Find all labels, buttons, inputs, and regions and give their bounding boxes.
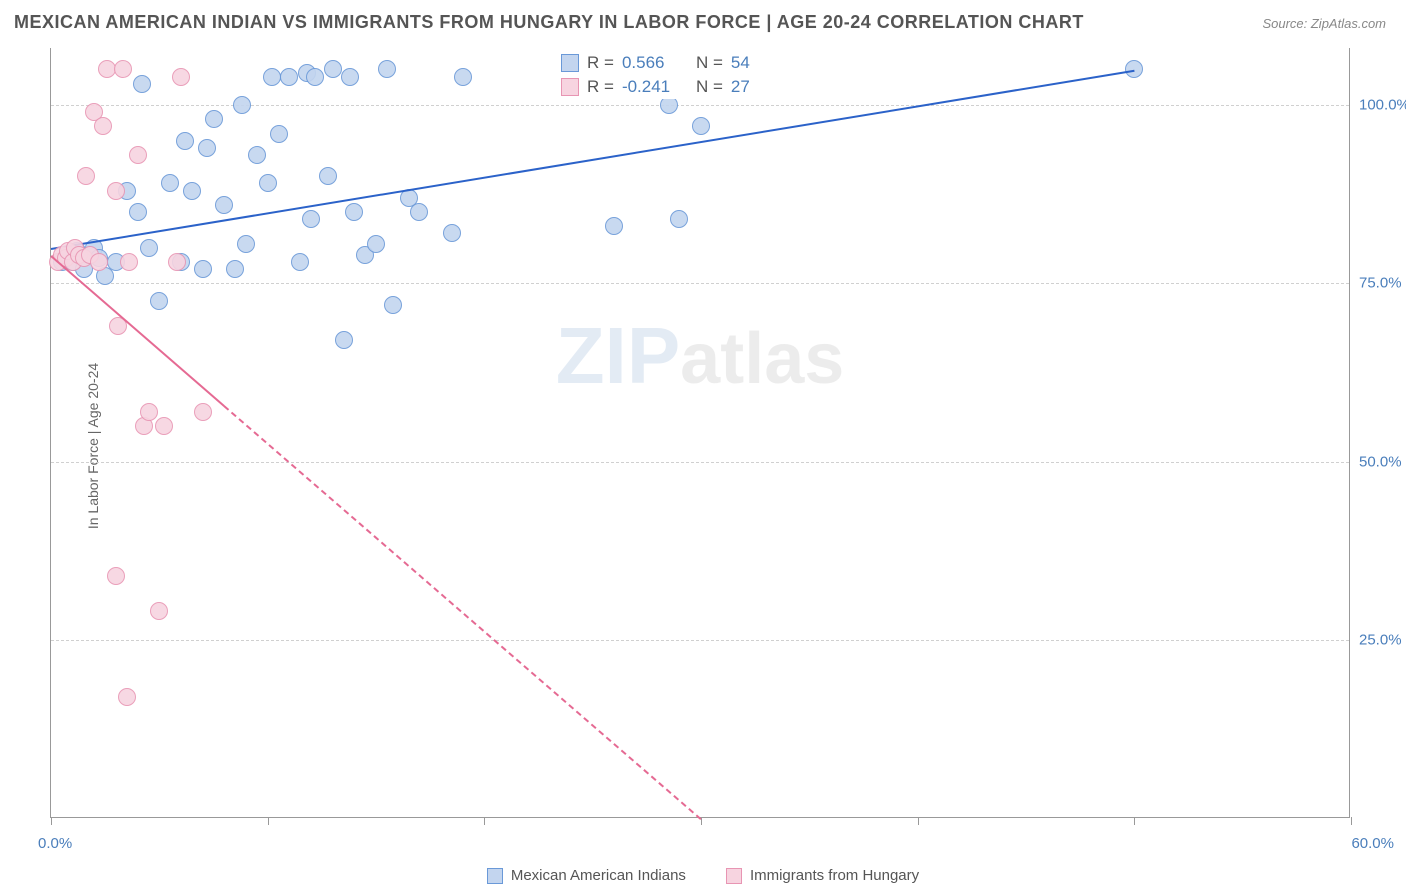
data-point <box>215 196 233 214</box>
watermark-prefix: ZIP <box>556 311 680 400</box>
data-point <box>107 182 125 200</box>
x-axis-max-label: 60.0% <box>1351 835 1394 852</box>
data-point <box>118 688 136 706</box>
legend-correlation-row: R = 0.566 N = 54 <box>561 51 750 75</box>
data-point <box>140 403 158 421</box>
data-point <box>168 253 186 271</box>
data-point <box>443 224 461 242</box>
legend-correlation-row: R = -0.241 N = 27 <box>561 75 750 99</box>
legend-series-label: Immigrants from Hungary <box>750 867 919 884</box>
n-value: 54 <box>731 53 750 73</box>
x-tick <box>918 817 919 825</box>
data-point <box>259 174 277 192</box>
data-point <box>233 96 251 114</box>
chart-container: MEXICAN AMERICAN INDIAN VS IMMIGRANTS FR… <box>0 0 1406 892</box>
data-point <box>155 417 173 435</box>
data-point <box>120 253 138 271</box>
legend-series-item: Mexican American Indians <box>487 867 686 884</box>
data-point <box>129 203 147 221</box>
data-point <box>341 68 359 86</box>
data-point <box>378 60 396 78</box>
r-label: R = <box>587 77 614 97</box>
data-point <box>302 210 320 228</box>
data-point <box>270 125 288 143</box>
trend-line <box>224 405 702 820</box>
gridline <box>51 640 1349 641</box>
data-point <box>263 68 281 86</box>
chart-title: MEXICAN AMERICAN INDIAN VS IMMIGRANTS FR… <box>14 12 1084 33</box>
data-point <box>94 117 112 135</box>
data-point <box>205 110 223 128</box>
data-point <box>176 132 194 150</box>
data-point <box>280 68 298 86</box>
y-tick-label: 50.0% <box>1359 453 1406 470</box>
data-point <box>107 567 125 585</box>
watermark: ZIPatlas <box>556 310 845 402</box>
legend-swatch <box>561 54 579 72</box>
gridline <box>51 283 1349 284</box>
x-tick <box>268 817 269 825</box>
data-point <box>692 117 710 135</box>
watermark-suffix: atlas <box>680 319 844 399</box>
data-point <box>384 296 402 314</box>
r-value: -0.241 <box>622 77 682 97</box>
data-point <box>670 210 688 228</box>
y-tick-label: 100.0% <box>1359 97 1406 114</box>
n-label: N = <box>696 53 723 73</box>
data-point <box>291 253 309 271</box>
legend-swatch <box>487 868 503 884</box>
legend-swatch <box>561 78 579 96</box>
data-point <box>194 403 212 421</box>
data-point <box>345 203 363 221</box>
legend-series: Mexican American Indians Immigrants from … <box>0 867 1406 884</box>
x-axis-min-label: 0.0% <box>38 835 72 852</box>
data-point <box>172 68 190 86</box>
y-tick-label: 75.0% <box>1359 275 1406 292</box>
data-point <box>150 602 168 620</box>
data-point <box>237 235 255 253</box>
data-point <box>605 217 623 235</box>
data-point <box>454 68 472 86</box>
data-point <box>335 331 353 349</box>
x-tick <box>51 817 52 825</box>
n-label: N = <box>696 77 723 97</box>
y-tick-label: 25.0% <box>1359 631 1406 648</box>
data-point <box>198 139 216 157</box>
legend-swatch <box>726 868 742 884</box>
data-point <box>226 260 244 278</box>
r-value: 0.566 <box>622 53 682 73</box>
data-point <box>114 60 132 78</box>
data-point <box>194 260 212 278</box>
r-label: R = <box>587 53 614 73</box>
data-point <box>183 182 201 200</box>
legend-series-label: Mexican American Indians <box>511 867 686 884</box>
data-point <box>129 146 147 164</box>
data-point <box>367 235 385 253</box>
data-point <box>1125 60 1143 78</box>
trend-line <box>50 255 225 407</box>
data-point <box>90 253 108 271</box>
data-point <box>77 167 95 185</box>
x-tick <box>484 817 485 825</box>
gridline <box>51 462 1349 463</box>
plot-area: ZIPatlas R =0.566N =54R =-0.241N =27 25.… <box>50 48 1350 818</box>
x-tick <box>1351 817 1352 825</box>
data-point <box>140 239 158 257</box>
n-value: 27 <box>731 77 750 97</box>
data-point <box>306 68 324 86</box>
data-point <box>324 60 342 78</box>
legend-correlation: R = 0.566 N = 54 R = -0.241 N = 27 <box>561 51 750 99</box>
x-tick <box>1134 817 1135 825</box>
data-point <box>150 292 168 310</box>
data-point <box>133 75 151 93</box>
data-point <box>319 167 337 185</box>
source-label: Source: ZipAtlas.com <box>1262 16 1386 31</box>
data-point <box>248 146 266 164</box>
legend-series-item: Immigrants from Hungary <box>726 867 919 884</box>
data-point <box>410 203 428 221</box>
data-point <box>161 174 179 192</box>
